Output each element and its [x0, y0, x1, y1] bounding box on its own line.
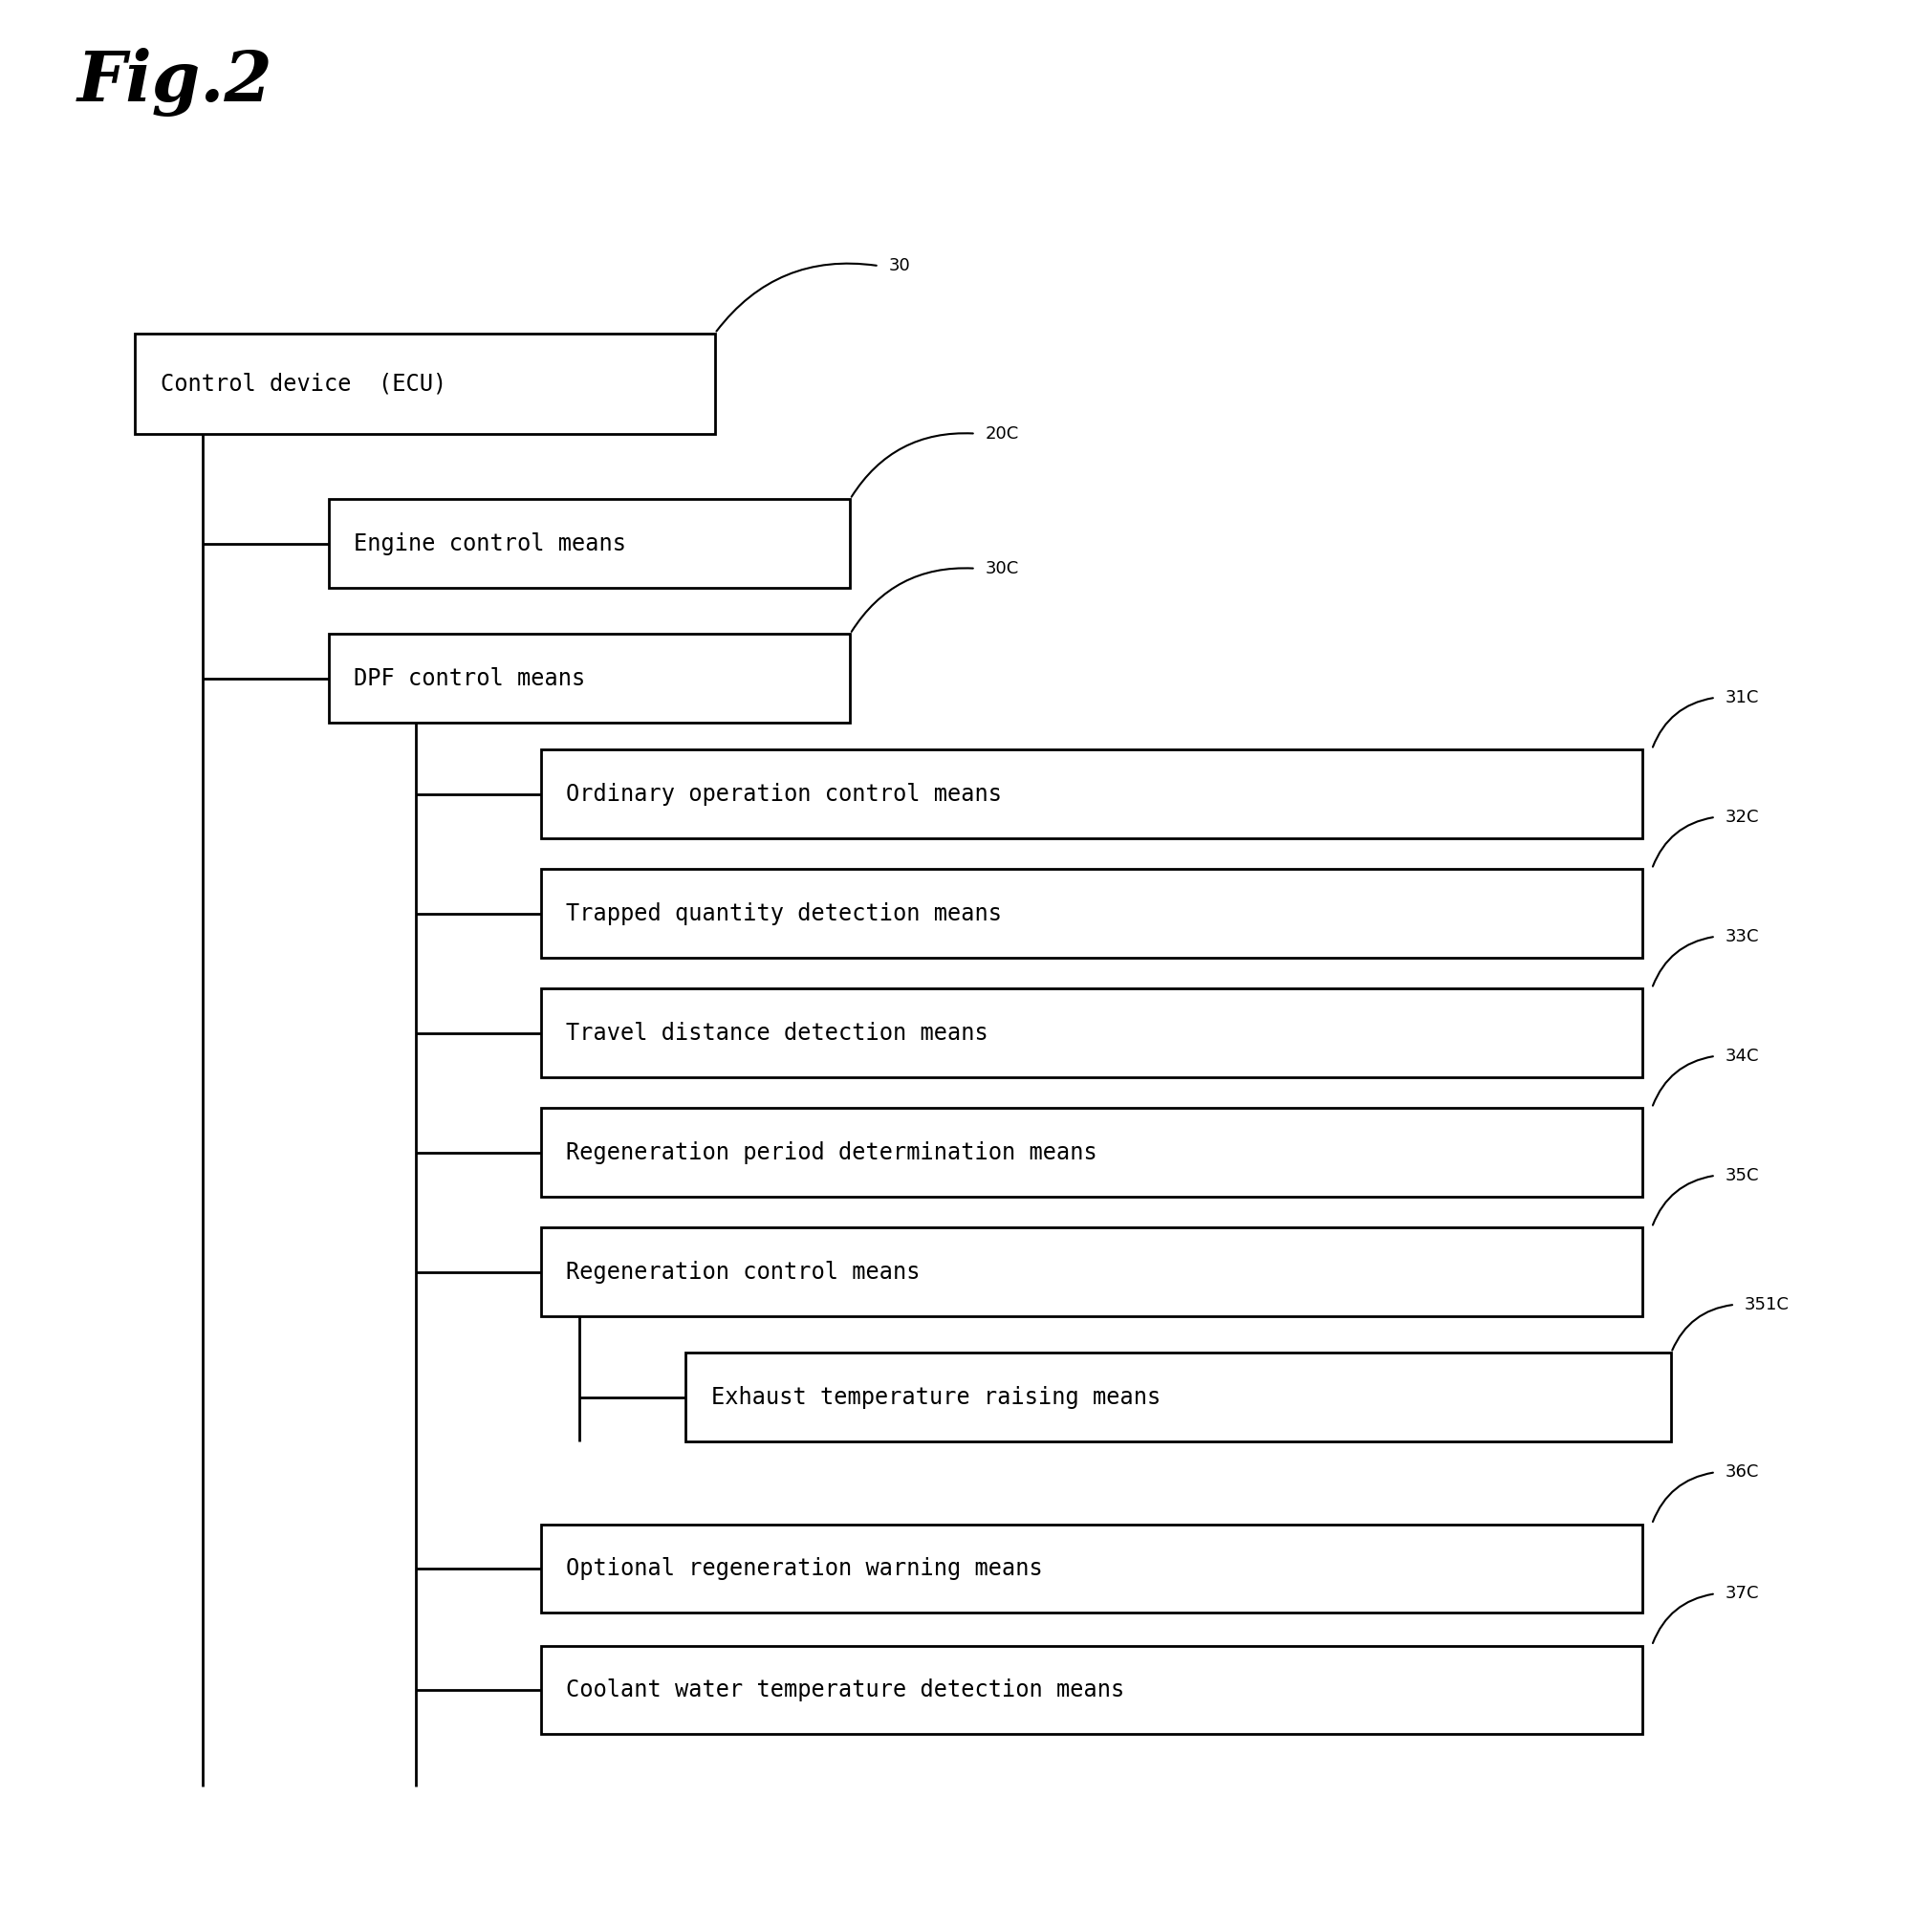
- Text: 33C: 33C: [1725, 929, 1760, 944]
- Bar: [541, 989, 1642, 1077]
- Bar: [135, 333, 715, 434]
- Text: Exhaust temperature raising means: Exhaust temperature raising means: [711, 1386, 1161, 1409]
- Bar: [541, 1227, 1642, 1316]
- Text: 36C: 36C: [1725, 1465, 1760, 1480]
- Text: Regeneration period determination means: Regeneration period determination means: [566, 1141, 1097, 1164]
- Text: Optional regeneration warning means: Optional regeneration warning means: [566, 1557, 1043, 1580]
- Text: Engine control means: Engine control means: [354, 532, 626, 555]
- Bar: [328, 499, 850, 588]
- Text: 34C: 34C: [1725, 1048, 1760, 1064]
- Text: DPF control means: DPF control means: [354, 667, 585, 690]
- Text: Trapped quantity detection means: Trapped quantity detection means: [566, 902, 1003, 925]
- Bar: [541, 1646, 1642, 1734]
- Bar: [541, 1108, 1642, 1197]
- Bar: [328, 634, 850, 723]
- Text: 31C: 31C: [1725, 690, 1760, 705]
- Bar: [541, 750, 1642, 838]
- Text: 30C: 30C: [985, 561, 1018, 576]
- Text: Coolant water temperature detection means: Coolant water temperature detection mean…: [566, 1678, 1124, 1702]
- Bar: [541, 869, 1642, 958]
- Text: 20C: 20C: [985, 426, 1018, 441]
- Text: Travel distance detection means: Travel distance detection means: [566, 1021, 989, 1044]
- Text: Regeneration control means: Regeneration control means: [566, 1260, 920, 1283]
- Text: 30: 30: [889, 258, 910, 274]
- Text: 32C: 32C: [1725, 809, 1760, 825]
- Text: 37C: 37C: [1725, 1586, 1760, 1601]
- Text: 35C: 35C: [1725, 1168, 1760, 1183]
- Bar: [541, 1524, 1642, 1613]
- Text: Fig.2: Fig.2: [77, 48, 272, 118]
- Text: Control device  (ECU): Control device (ECU): [160, 372, 446, 395]
- Bar: [686, 1353, 1671, 1441]
- Text: Ordinary operation control means: Ordinary operation control means: [566, 782, 1003, 805]
- Text: 351C: 351C: [1745, 1297, 1789, 1312]
